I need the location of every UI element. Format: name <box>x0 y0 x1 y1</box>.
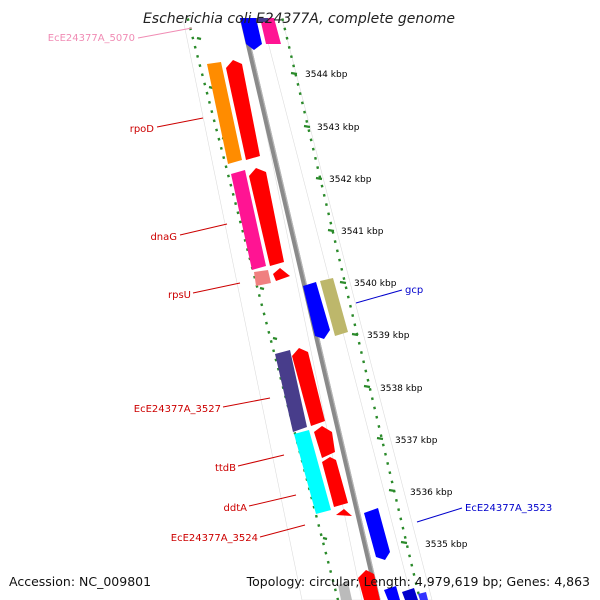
feature-rpoD-forward <box>226 60 260 160</box>
feature-rpoD-cog <box>207 62 242 164</box>
feature-bottom-partial-red <box>358 570 380 600</box>
accession-text: Accession: NC_009801 <box>9 574 152 589</box>
feature-ttdB-forward <box>314 426 335 458</box>
gene-labels: EcE24377A_5070 rpoD dnaG rpsU gcp EcE243… <box>48 33 553 544</box>
gene-label-ddtA[interactable]: ddtA <box>224 503 248 514</box>
feature-dnaG-cog <box>231 170 266 270</box>
position-tick-labels: 3544 kbp 3543 kbp 3542 kbp 3541 kbp 3540… <box>305 70 468 550</box>
gene-label-rpsU[interactable]: rpsU <box>168 290 191 301</box>
map-title: Escherichia coli E24377A, complete genom… <box>143 11 455 27</box>
feature-bottom-partial-navy <box>402 588 418 600</box>
tick-label: 3539 kbp <box>367 331 410 341</box>
feature-top-partial-cog-purple <box>256 18 268 22</box>
tick-label: 3540 kbp <box>354 279 397 289</box>
feature-EcE24377A_3524-forward <box>336 509 352 516</box>
gene-label-gcp[interactable]: gcp <box>405 285 423 296</box>
reverse-track-band <box>261 18 433 600</box>
feature-bottom-partial-blue <box>384 586 400 600</box>
feature-dnaG-forward <box>249 168 284 266</box>
gene-label-dnaG[interactable]: dnaG <box>150 232 177 243</box>
gene-label-EcE24377A_3523[interactable]: EcE24377A_3523 <box>465 503 552 514</box>
topology-text: Topology: circular; Length: 4,979,619 bp… <box>246 574 590 589</box>
gene-label-EcE24377A_5070[interactable]: EcE24377A_5070 <box>48 33 135 44</box>
tick-label: 3536 kbp <box>410 488 453 498</box>
gene-label-rpoD[interactable]: rpoD <box>130 124 155 135</box>
feature-ttdB-cog <box>294 430 331 514</box>
label-leaders <box>137 27 463 538</box>
inner-track-dotted-border <box>281 18 422 600</box>
feature-top-partial-reverse-blue <box>240 18 262 50</box>
feature-EcE24377A_3527-forward <box>292 348 325 426</box>
gene-label-EcE24377A_3527[interactable]: EcE24377A_3527 <box>134 404 221 415</box>
gene-label-EcE24377A_3524[interactable]: EcE24377A_3524 <box>171 533 258 544</box>
feature-rpsU-cog <box>254 270 271 286</box>
feature-EcE24377A_3523-reverse <box>364 508 390 560</box>
feature-gcp-cog <box>320 278 348 336</box>
tick-label: 3537 kbp <box>395 436 438 446</box>
forward-track-band <box>182 18 363 600</box>
feature-EcE24377A_3527-cog <box>275 350 307 432</box>
inner-major-ticks <box>290 71 408 545</box>
gene-label-ttdB[interactable]: ttdB <box>215 463 236 474</box>
feature-ddtA-forward <box>322 457 348 507</box>
feature-top-partial-cog-magenta <box>260 18 281 44</box>
feature-rpsU-forward <box>273 268 290 281</box>
feature-bottom-partial-gray <box>338 582 352 600</box>
tick-label: 3538 kbp <box>380 384 423 394</box>
tick-label: 3543 kbp <box>317 123 360 133</box>
tick-label: 3542 kbp <box>329 175 372 185</box>
feature-gcp-reverse <box>303 282 330 339</box>
tick-label: 3535 kbp <box>425 540 468 550</box>
tick-label: 3541 kbp <box>341 227 384 237</box>
tick-label: 3544 kbp <box>305 70 348 80</box>
feature-bottom-partial-blue-small <box>418 592 428 600</box>
